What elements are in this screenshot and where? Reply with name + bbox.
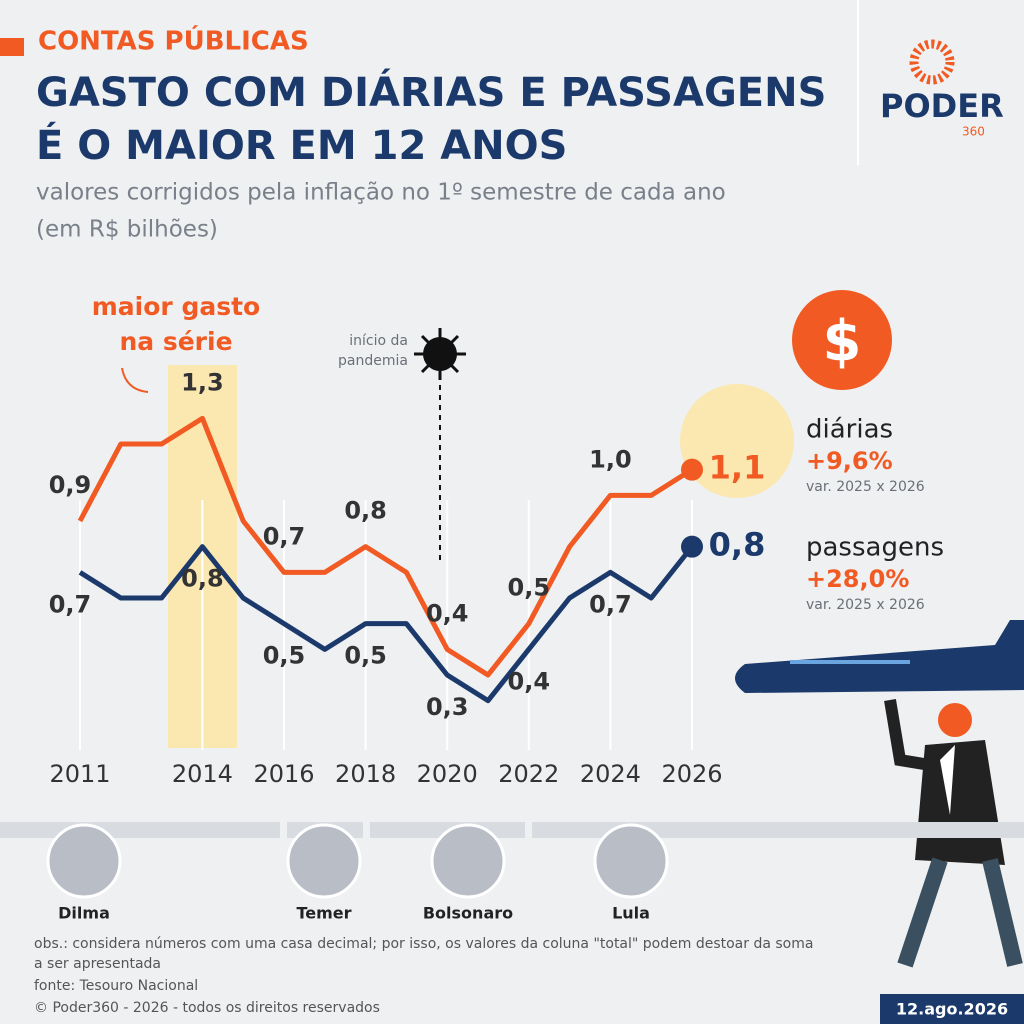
x-tick-label: 2018 [335, 760, 396, 788]
x-tick-label: 2020 [417, 760, 478, 788]
money-symbol: $ [823, 309, 862, 374]
x-tick-label: 2014 [172, 760, 233, 788]
legend-change: +9,6% [806, 447, 893, 475]
value-label: 0,4 [508, 667, 551, 695]
plane-illustration [735, 620, 1024, 968]
president-photos [46, 823, 669, 899]
x-tick-label: 2022 [498, 760, 559, 788]
end-point [681, 458, 703, 481]
plot: 2011 2014 2016 2018 2020 2022 2024 2026 0,9 1,3 0,… [49, 368, 766, 788]
line [78, 544, 694, 704]
value-label: 1,0 [589, 445, 632, 473]
logo-suffix: 360 [962, 125, 985, 139]
timeline-bar [0, 822, 1024, 838]
date: 12.ago.2026 [896, 1000, 1008, 1019]
x-tick-label: 2011 [49, 760, 110, 788]
date-box [880, 994, 1024, 1024]
value-label: 0,8 [181, 565, 224, 593]
end-highlight [680, 384, 794, 498]
virus-icon [414, 328, 466, 380]
end-label: 0,8 [709, 526, 766, 564]
president-name: Dilma [58, 904, 110, 923]
value-label: 0,5 [508, 574, 551, 602]
value-label: 0,7 [49, 590, 92, 618]
president-name: Bolsonaro [423, 904, 513, 923]
value-label: 0,9 [49, 471, 92, 499]
end-label: 1,1 [709, 449, 766, 487]
legend-note: var. 2025 x 2026 [806, 597, 925, 613]
note: obs.: considera números com uma casa dec… [34, 936, 813, 952]
subtitle: (em R$ bilhões) [36, 217, 218, 243]
value-label: 0,5 [344, 642, 387, 670]
title: GASTO COM DIÁRIAS E PASSAGENS [36, 68, 826, 116]
kicker: CONTAS PÚBLICAS [38, 25, 309, 57]
subtitle: valores corrigidos pela inflação no 1º s… [36, 180, 726, 206]
value-label: 0,7 [589, 590, 632, 618]
pandemic-label: início da [349, 333, 408, 349]
logo [909, 39, 955, 85]
logo-name: PODER [880, 87, 1004, 125]
highlight-arrow [121, 367, 149, 393]
title: É O MAIOR EM 12 ANOS [36, 121, 567, 169]
source: fonte: Tesouro Nacional [34, 978, 198, 994]
x-tick-label: 2026 [661, 760, 722, 788]
kicker-mark [0, 38, 24, 56]
legend-name: diárias [806, 415, 893, 445]
legend-change: +28,0% [806, 565, 909, 593]
pandemic-label: pandemia [338, 353, 408, 369]
line [77, 415, 694, 678]
value-label: 0,7 [263, 522, 306, 550]
highlight-label: na série [119, 327, 232, 356]
legend-name: passagens [806, 533, 944, 563]
legend-note: var. 2025 x 2026 [806, 479, 925, 495]
money-icon [792, 290, 892, 390]
x-tick-label: 2024 [580, 760, 641, 788]
value-label: 0,4 [426, 599, 469, 627]
copyright: © Poder360 - 2026 - todos os direitos re… [34, 1000, 380, 1016]
value-label: 0,3 [426, 693, 469, 721]
highlight-label: maior gasto [92, 292, 260, 321]
president-name: Lula [612, 904, 650, 923]
value-label: 0,8 [344, 497, 387, 525]
note: a ser apresentada [34, 956, 161, 972]
value-label: 1,3 [181, 368, 224, 396]
x-tick-label: 2016 [253, 760, 314, 788]
president-name: Temer [296, 904, 351, 923]
value-label: 0,5 [263, 642, 306, 670]
end-point [681, 535, 703, 558]
